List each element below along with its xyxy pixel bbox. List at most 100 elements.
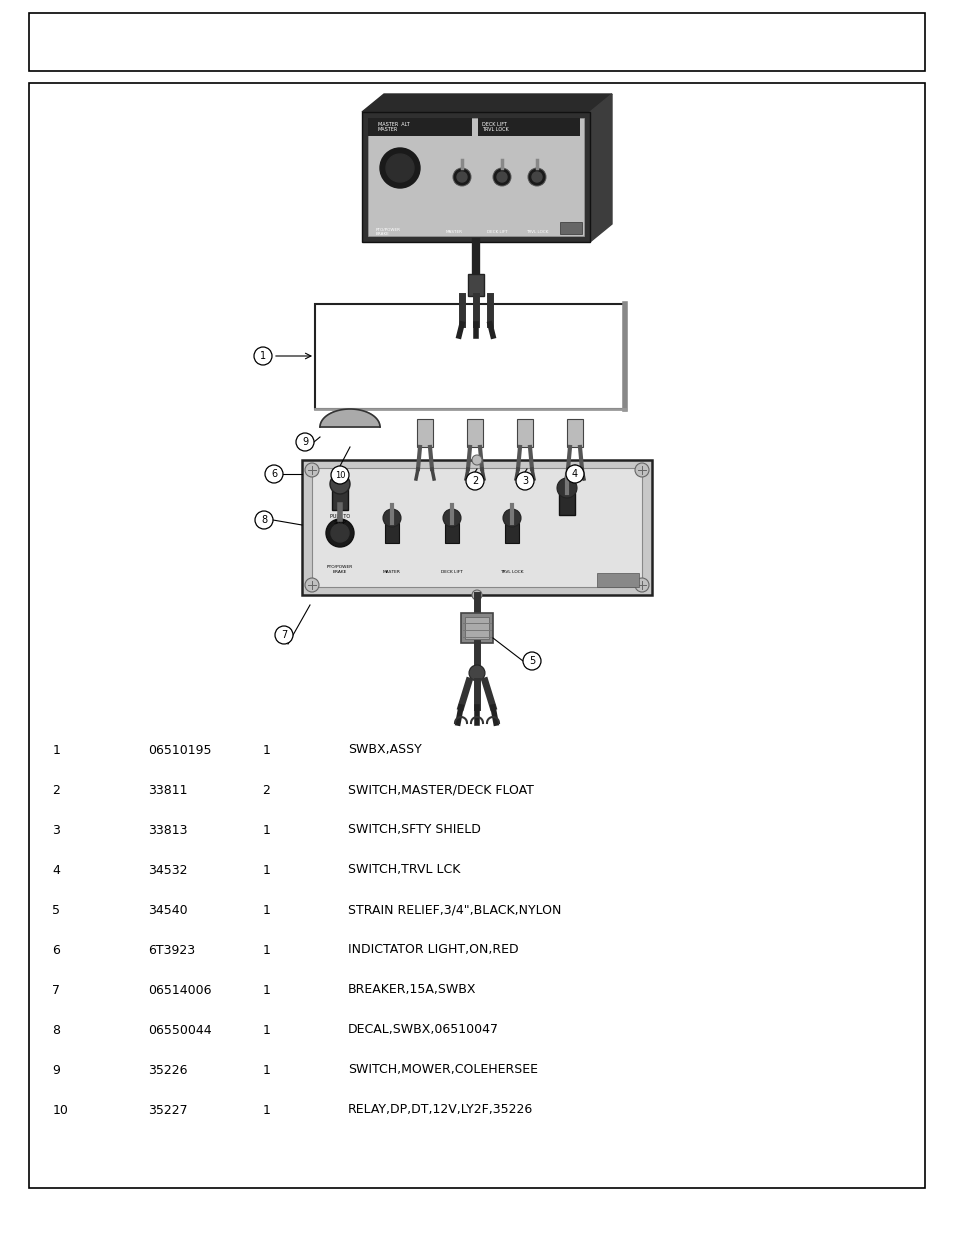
Text: PTO/POWER
BRAKE: PTO/POWER BRAKE [327, 566, 353, 574]
Text: SWITCH,MOWER,COLEHERSEE: SWITCH,MOWER,COLEHERSEE [348, 1063, 537, 1077]
Text: 10: 10 [52, 1104, 69, 1116]
Bar [504, 522, 518, 543]
Bar [416, 419, 433, 447]
Circle shape [253, 347, 272, 366]
Text: 1: 1 [262, 1104, 270, 1116]
Bar [566, 419, 582, 447]
Circle shape [379, 148, 419, 188]
Text: 1: 1 [262, 944, 270, 956]
Circle shape [442, 509, 460, 527]
Text: 9: 9 [52, 1063, 60, 1077]
Text: 6: 6 [52, 944, 60, 956]
Circle shape [330, 474, 350, 494]
Text: 35227: 35227 [148, 1104, 188, 1116]
Text: 7: 7 [52, 983, 60, 997]
Circle shape [522, 652, 540, 671]
Text: 2: 2 [472, 475, 477, 487]
Text: 2: 2 [262, 783, 270, 797]
Text: DECK LIFT
TRVL LOCK: DECK LIFT TRVL LOCK [481, 121, 508, 132]
Text: INDICTATOR LIGHT,ON,RED: INDICTATOR LIGHT,ON,RED [348, 944, 518, 956]
Text: SWBX,ASSY: SWBX,ASSY [348, 743, 421, 757]
Text: 1: 1 [52, 743, 60, 757]
Circle shape [465, 472, 483, 490]
Circle shape [456, 172, 467, 182]
Text: 3: 3 [52, 824, 60, 836]
Circle shape [382, 509, 400, 527]
Text: 10: 10 [335, 471, 345, 479]
Text: 06510195: 06510195 [148, 743, 212, 757]
Bar [477, 119, 579, 136]
Bar [444, 522, 458, 543]
Circle shape [305, 463, 318, 477]
Text: 2: 2 [52, 783, 60, 797]
Text: SWITCH,TRVL LCK: SWITCH,TRVL LCK [348, 863, 460, 877]
Text: PULL TO
STOP: PULL TO STOP [330, 514, 350, 525]
Text: 5: 5 [528, 656, 535, 666]
Circle shape [469, 664, 484, 680]
Bar [464, 618, 489, 638]
Text: 6T3923: 6T3923 [148, 944, 194, 956]
Circle shape [527, 168, 545, 186]
Circle shape [557, 478, 577, 498]
Bar [312, 468, 641, 587]
Circle shape [331, 466, 349, 484]
Text: MASTER  ALT
MASTER: MASTER ALT MASTER [377, 121, 410, 132]
Bar [332, 488, 348, 510]
Text: STRAIN RELIEF,3/4",BLACK,NYLON: STRAIN RELIEF,3/4",BLACK,NYLON [348, 904, 561, 916]
Text: 8: 8 [261, 515, 267, 525]
Bar [468, 274, 483, 296]
Circle shape [532, 172, 541, 182]
Text: 34532: 34532 [148, 863, 187, 877]
Text: 9: 9 [301, 437, 308, 447]
Text: 3: 3 [521, 475, 528, 487]
Text: 33811: 33811 [148, 783, 187, 797]
Text: 4: 4 [52, 863, 60, 877]
Circle shape [502, 509, 520, 527]
Circle shape [516, 472, 534, 490]
Circle shape [635, 463, 648, 477]
Circle shape [305, 578, 318, 592]
Circle shape [472, 454, 481, 466]
Text: 8: 8 [52, 1024, 60, 1036]
Text: RELAY,DP,DT,12V,LY2F,35226: RELAY,DP,DT,12V,LY2F,35226 [348, 1104, 533, 1116]
Polygon shape [361, 94, 612, 112]
Text: 1: 1 [262, 743, 270, 757]
Circle shape [274, 626, 293, 643]
Bar [559, 222, 581, 233]
Circle shape [386, 154, 414, 182]
Text: 1: 1 [259, 351, 266, 361]
Polygon shape [589, 94, 612, 242]
Text: 06514006: 06514006 [148, 983, 212, 997]
Circle shape [331, 524, 349, 542]
Circle shape [295, 433, 314, 451]
Bar [558, 493, 575, 515]
Text: TRVL LOCK: TRVL LOCK [499, 571, 523, 574]
Text: DECK LIFT: DECK LIFT [440, 571, 462, 574]
Circle shape [254, 511, 273, 529]
Text: 1: 1 [262, 1063, 270, 1077]
Text: 1: 1 [262, 904, 270, 916]
Circle shape [326, 519, 354, 547]
Bar [29, 14, 924, 70]
Circle shape [493, 168, 511, 186]
Text: 1: 1 [262, 983, 270, 997]
Circle shape [565, 466, 583, 483]
Bar [29, 83, 924, 1188]
Circle shape [635, 578, 648, 592]
Bar [385, 522, 398, 543]
Text: 4: 4 [572, 469, 578, 479]
Text: 06550044: 06550044 [148, 1024, 212, 1036]
Text: DECK LIFT: DECK LIFT [486, 230, 507, 233]
Bar [368, 119, 472, 136]
Text: 1: 1 [262, 824, 270, 836]
Text: BREAKER,15A,SWBX: BREAKER,15A,SWBX [348, 983, 476, 997]
Text: MASTER: MASTER [445, 230, 462, 233]
Text: SWITCH,MASTER/DECK FLOAT: SWITCH,MASTER/DECK FLOAT [348, 783, 534, 797]
Bar [368, 119, 583, 236]
Bar [361, 112, 589, 242]
Text: 34540: 34540 [148, 904, 188, 916]
Text: 7: 7 [280, 630, 287, 640]
Circle shape [453, 168, 471, 186]
Bar [314, 304, 624, 409]
Text: MASTER: MASTER [383, 571, 400, 574]
